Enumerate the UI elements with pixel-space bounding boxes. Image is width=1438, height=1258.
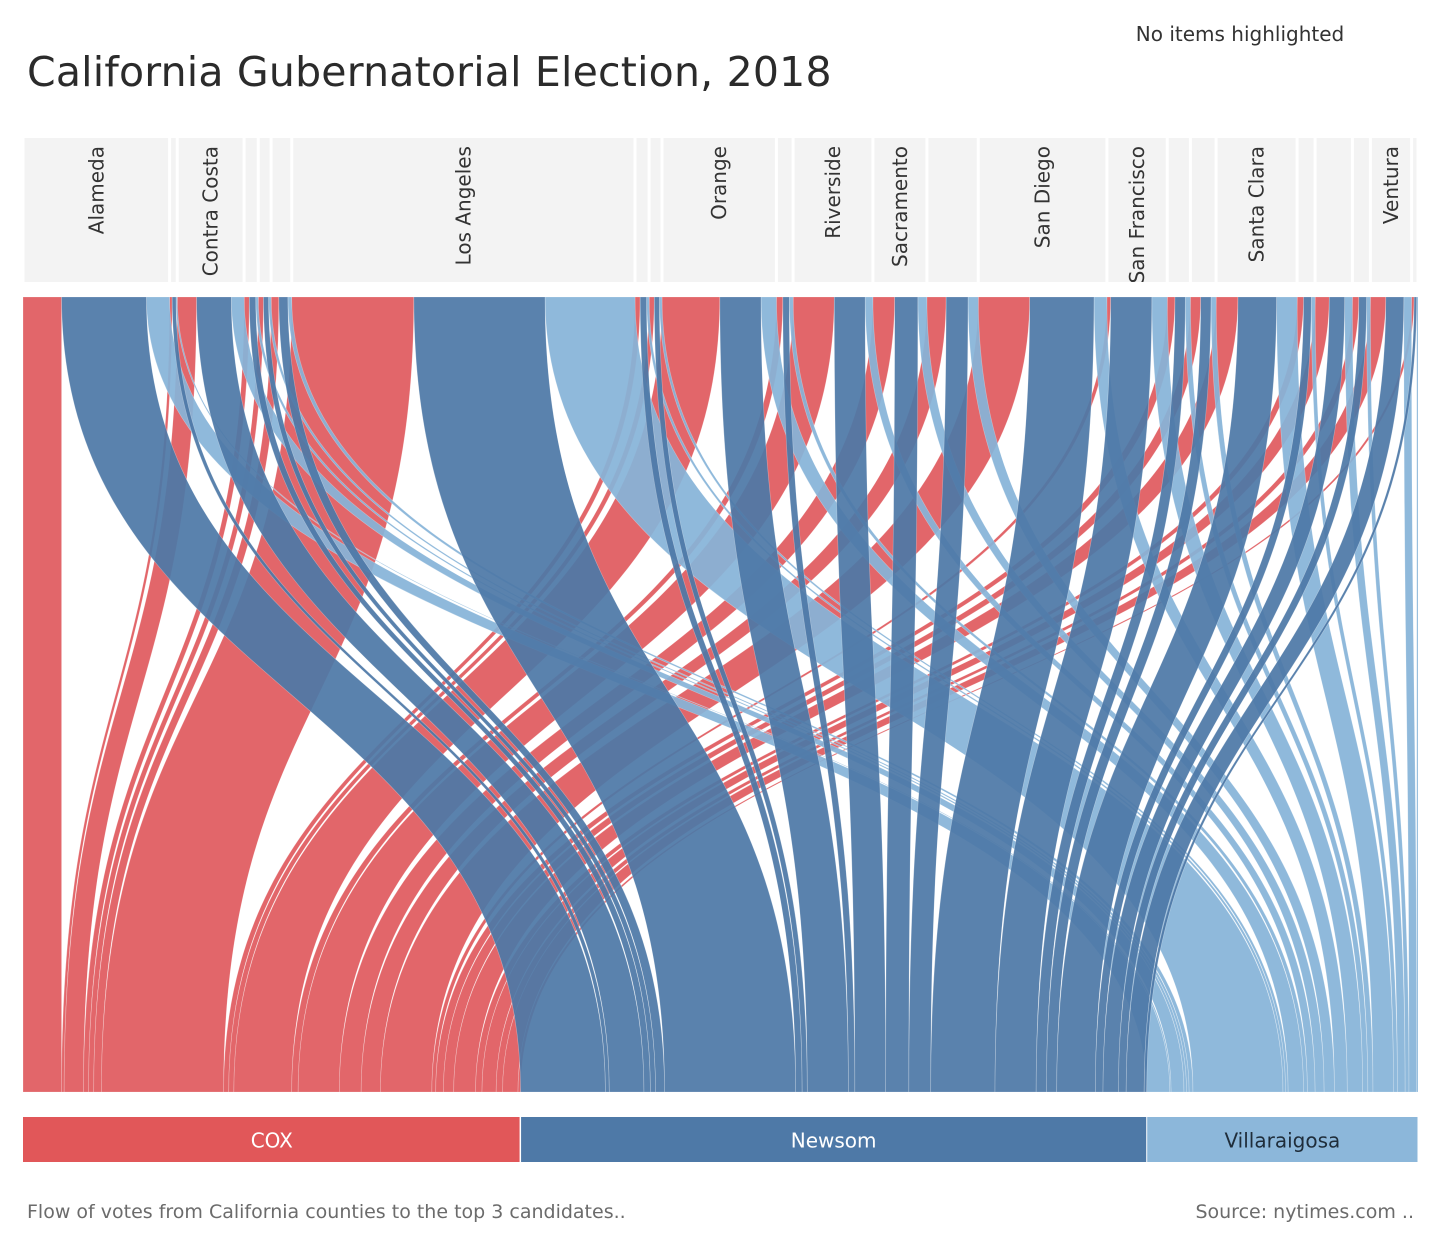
county-header-unlabeled-3[interactable] [245,138,257,282]
county-label: Contra Costa [199,146,223,276]
county-header-orange[interactable] [663,138,775,282]
flow-band-villaraigosa[interactable] [1344,296,1406,1093]
county-label: Sacramento [888,146,912,267]
flow-band-newsom[interactable] [908,296,969,1093]
flow-band-newsom[interactable] [263,296,656,1093]
county-header-unlabeled-21[interactable] [1353,138,1369,282]
footer-note: Flow of votes from California counties t… [27,1201,626,1223]
county-header-sacramento[interactable] [874,138,926,282]
county-header-unlabeled-13[interactable] [928,138,977,282]
flow-band-newsom[interactable] [994,296,1153,1093]
county-label: Santa Clara [1245,146,1269,262]
flow-band-newsom[interactable] [1046,296,1212,1093]
flow-band-newsom[interactable] [278,296,665,1093]
county-header-unlabeled-10[interactable] [777,138,792,282]
flow-band-cox[interactable] [22,296,62,1093]
county-header-unlabeled-20[interactable] [1316,138,1351,282]
candidate-label: Newsom [791,1129,877,1153]
county-headers: Alameda Contra Costa Los Angeles Orange Rive… [24,138,1417,283]
candidate-bar-newsom[interactable] [521,1117,1147,1162]
county-header-los-angeles[interactable] [293,138,634,282]
county-header-unlabeled-7[interactable] [636,138,648,282]
county-header-unlabeled-23[interactable] [1413,138,1417,282]
county-label: San Francisco [1125,146,1149,283]
county-label: Ventura [1379,146,1403,224]
highlight-status: No items highlighted [1135,22,1345,46]
county-label: Los Angeles [451,146,475,265]
candidate-bar-villaraigosa[interactable] [1147,1117,1418,1162]
county-header-unlabeled-8[interactable] [650,138,661,282]
footer-source: Source: nytimes.com .. [1195,1201,1414,1223]
flow-band-newsom[interactable] [782,296,856,1093]
flow-band-villaraigosa[interactable] [1416,296,1419,1093]
county-header-san-francisco[interactable] [1108,138,1166,282]
county-header-riverside[interactable] [794,138,872,282]
flow-band-villaraigosa[interactable] [646,296,1286,1093]
county-header-unlabeled-1[interactable] [171,138,176,282]
county-label: Orange [707,146,731,220]
county-header-san-diego[interactable] [979,138,1106,282]
county-label: Riverside [821,146,845,239]
candidate-label: COX [251,1129,293,1153]
flow-band-newsom[interactable] [1118,296,1367,1093]
county-header-unlabeled-5[interactable] [272,138,291,282]
county-label: Alameda [84,146,108,234]
county-header-unlabeled-16[interactable] [1168,138,1189,282]
candidate-bar-cox[interactable] [23,1117,520,1162]
county-header-santa-clara[interactable] [1217,138,1296,282]
county-header-alameda[interactable] [24,138,169,282]
candidate-label: Villaraigosa [1224,1129,1340,1153]
flow-band-villaraigosa[interactable] [175,296,1172,1093]
flow-band-villaraigosa[interactable] [1403,296,1418,1093]
county-header-unlabeled-19[interactable] [1298,138,1314,282]
candidate-bars: COX Newsom Villaraigosa [23,1117,1418,1162]
flow-band-newsom[interactable] [413,296,797,1093]
page-title: California Gubernatorial Election, 2018 [27,48,832,96]
county-header-ventura[interactable] [1371,138,1411,282]
county-header-unlabeled-4[interactable] [259,138,270,282]
flow-band-newsom[interactable] [1143,296,1418,1093]
county-header-unlabeled-17[interactable] [1191,138,1215,282]
county-label: San Diego [1031,146,1055,248]
flow-bands [22,296,1419,1093]
flow-band-newsom[interactable] [833,296,887,1093]
flow-band-newsom[interactable] [1125,296,1405,1093]
county-header-contra-costa[interactable] [178,138,243,282]
flow-band-newsom[interactable] [885,296,919,1093]
